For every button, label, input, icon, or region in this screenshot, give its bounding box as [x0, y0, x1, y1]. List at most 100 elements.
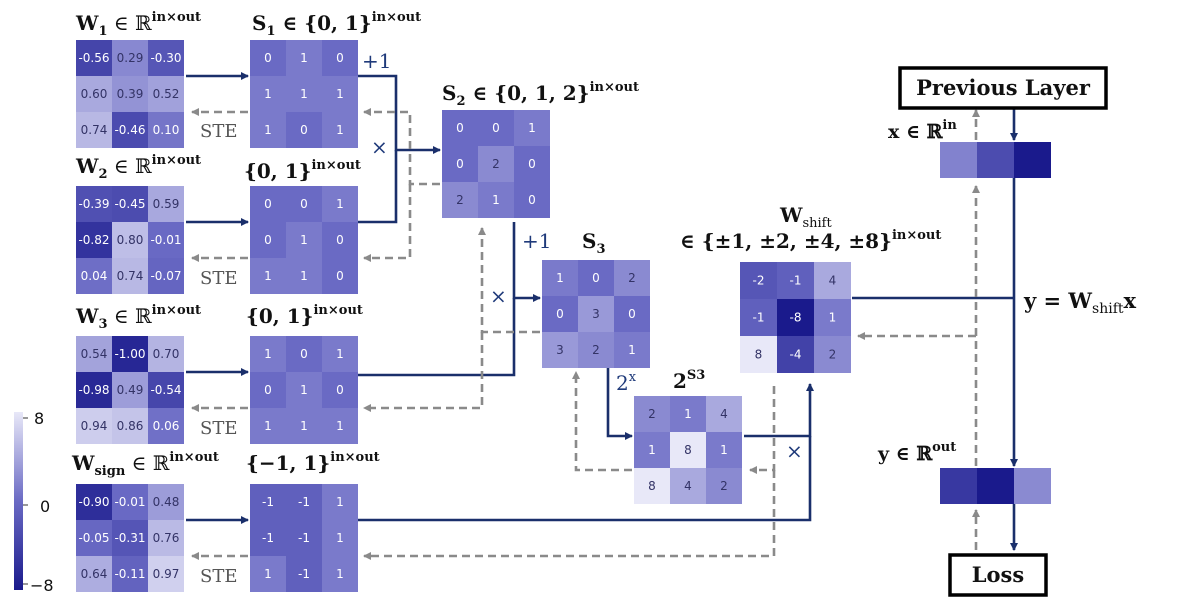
- bsign-cell: [322, 484, 358, 520]
- y-vector: [940, 468, 1051, 504]
- w1-cell: [76, 40, 112, 76]
- w1-label: W1 ∈ ℝin×out: [75, 10, 201, 39]
- w1-cell: [76, 76, 112, 112]
- wsign-matrix: -0.90 -0.01 0.48 -0.05 -0.31 0.76 0.64 -0.11 0.9…: [76, 484, 184, 592]
- p2s3-cell: [706, 468, 742, 504]
- s1-cell: [322, 40, 358, 76]
- s3-cell-value: 3: [556, 343, 564, 357]
- bsign-cell-value: 1: [336, 531, 344, 545]
- p2s3-cell: [706, 396, 742, 432]
- y-vector-label: y ∈ ℝout: [877, 440, 956, 465]
- colorbar-max-label: 8: [34, 409, 44, 428]
- s1-cell: [286, 40, 322, 76]
- w2-cell: [112, 186, 148, 222]
- w3-cell: [148, 336, 184, 372]
- pow2-s3-label: 2S3: [673, 368, 705, 393]
- w1-cell: [148, 76, 184, 112]
- w2-cell: [112, 258, 148, 294]
- forward-arrows: [186, 72, 1018, 551]
- s3-cell: [614, 332, 650, 368]
- wsign-cell-value: -0.31: [114, 531, 145, 545]
- s2-cell: [514, 146, 550, 182]
- s2-cell-value: 0: [492, 121, 500, 135]
- ste-labels: STE STE STE STE: [200, 121, 237, 587]
- w1-cell-value: 0.74: [81, 123, 108, 137]
- loss-box: [948, 553, 1048, 597]
- bsign-cell: [250, 484, 286, 520]
- arrow-s1-to-s2: [358, 74, 441, 154]
- w1-cell: [112, 112, 148, 148]
- b3-cell-value: 1: [264, 419, 272, 433]
- bsign-cell: [286, 556, 322, 592]
- b2-cell: [322, 258, 358, 294]
- b2-matrix: 0 0 1 0 1 0 1 1 0: [250, 186, 358, 294]
- layer-side: Previous Layer x ∈ ℝin y = Wshiftx y ∈ ℝ…: [877, 66, 1137, 597]
- colorbar-min-label: −8: [30, 576, 54, 595]
- s1-cell: [250, 112, 286, 148]
- grad-wshift-to-bsign: [363, 470, 776, 560]
- wsign-cell: [112, 520, 148, 556]
- w2-matrix: -0.39 -0.45 0.59 -0.82 0.80 -0.01 0.04 0.74 -0.0…: [76, 186, 184, 294]
- b3-label: {0, 1}in×out: [246, 303, 363, 328]
- b3-matrix: 1 0 1 0 1 0 1 1 1: [250, 336, 358, 444]
- p2s3-cell-value: 1: [684, 407, 692, 421]
- p2s3-cell-value: 2: [720, 479, 728, 493]
- w3-cell-value: 0.86: [117, 419, 144, 433]
- b3-cell: [286, 372, 322, 408]
- wsign-cell: [148, 484, 184, 520]
- s1-cell: [286, 112, 322, 148]
- s3-cell: [542, 296, 578, 332]
- w1-cell: [148, 112, 184, 148]
- w3-cell: [112, 372, 148, 408]
- b2-cell-value: 0: [336, 269, 344, 283]
- bsign-cell: [250, 520, 286, 556]
- b3-cell-value: 1: [336, 347, 344, 361]
- s2-cell-value: 0: [528, 157, 536, 171]
- x-vector-cell: [977, 142, 1014, 178]
- w2-cell: [76, 258, 112, 294]
- operation-labels: +1 × +1 × 2x ×: [362, 49, 803, 463]
- wsign-cell: [76, 520, 112, 556]
- b2-cell-value: 1: [300, 233, 308, 247]
- wsign-cell: [76, 484, 112, 520]
- b3-cell: [286, 336, 322, 372]
- wsign-cell: [76, 556, 112, 592]
- ste-label-2: STE: [200, 268, 237, 289]
- wsign-cell-value: 0.64: [81, 567, 108, 581]
- w3-cell: [76, 408, 112, 444]
- wsign-cell-value: 0.97: [153, 567, 180, 581]
- arrow-pow2-to-wshift: [744, 383, 814, 438]
- p2s3-cell: [634, 468, 670, 504]
- b2-cell-value: 0: [264, 233, 272, 247]
- w2-cell-value: 0.04: [81, 269, 108, 283]
- op-times-b: ×: [490, 284, 507, 308]
- bsign-cell-value: -1: [262, 531, 274, 545]
- x-vector-label: x ∈ ℝin: [888, 118, 957, 143]
- b2-cell: [286, 186, 322, 222]
- s3-cell-value: 0: [556, 307, 564, 321]
- w3-cell-value: -0.54: [150, 383, 181, 397]
- ste-label-1: STE: [200, 121, 237, 142]
- w3-matrix: 0.54 -1.00 0.70 -0.98 0.49 -0.54 0.94 0.86 0.06: [76, 336, 184, 444]
- b3-cell: [322, 336, 358, 372]
- wshift-cell-value: 2: [829, 348, 837, 362]
- s2-cell: [478, 110, 514, 146]
- op-plus1-a: +1: [362, 49, 391, 73]
- bsign-cell: [250, 556, 286, 592]
- backward-arrows: [191, 108, 980, 560]
- s3-cell: [578, 296, 614, 332]
- s2-cell-value: 2: [456, 193, 464, 207]
- b3-cell: [250, 372, 286, 408]
- b3-cell-value: 1: [300, 383, 308, 397]
- y-equation: y = Wshiftx: [1023, 288, 1137, 317]
- w2-cell-value: -0.45: [114, 197, 145, 211]
- s2-label: S2 ∈ {0, 1, 2}in×out: [442, 80, 639, 109]
- s1-label: S1 ∈ {0, 1}in×out: [252, 10, 421, 39]
- w2-cell: [148, 258, 184, 294]
- wshift-cell-value: -4: [790, 348, 802, 362]
- bsign-cell: [286, 484, 322, 520]
- s2-cell-value: 2: [492, 157, 500, 171]
- s1-cell-value: 0: [300, 123, 308, 137]
- w3-cell-value: 0.06: [153, 419, 180, 433]
- s1-cell-value: 1: [336, 123, 344, 137]
